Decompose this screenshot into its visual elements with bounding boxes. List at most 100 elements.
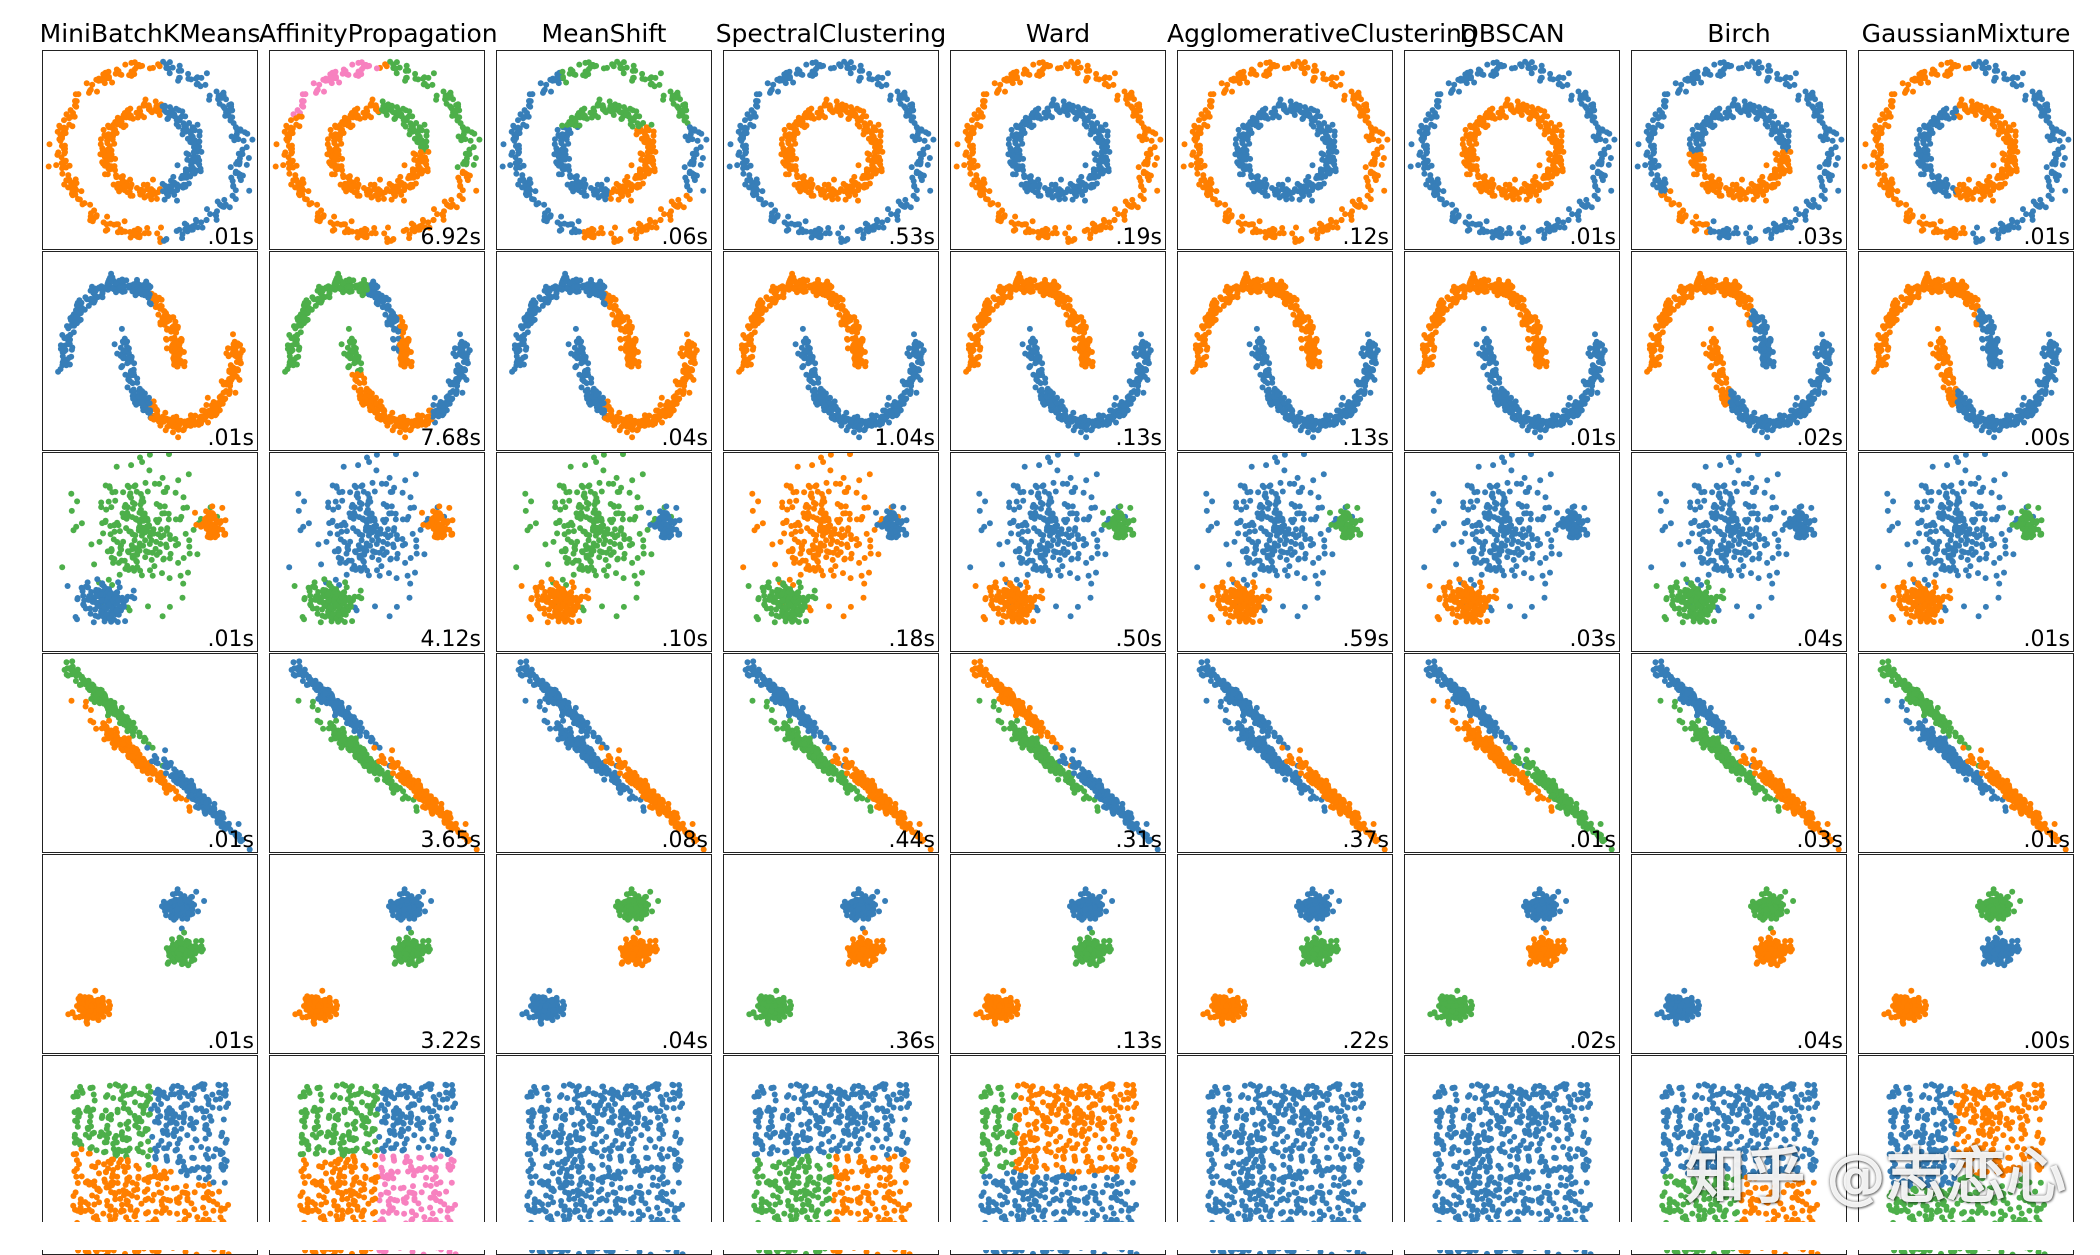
scatter-point [1551,226,1558,233]
scatter-point [794,174,801,181]
scatter-point [1545,222,1552,228]
scatter-point [835,108,842,115]
scatter-point [1803,208,1809,215]
scatter-point [155,61,162,68]
scatter-point [924,161,931,168]
scatter-point [561,164,568,171]
scatter-point [232,168,239,175]
scatter-point [320,213,327,220]
scatter-point [875,80,882,87]
scatter-point [1180,163,1187,170]
scatter-point [173,228,180,234]
scatter-point [585,59,592,66]
scatter-point [1553,157,1560,163]
scatter-point [684,183,691,190]
scatter-point [888,211,895,218]
scatter-point [1249,121,1256,128]
scatter-point [1218,80,1225,87]
scatter-point [1541,231,1548,238]
scatter-point [1418,122,1425,129]
scatter-point [1469,220,1476,227]
scatter-point [619,115,625,122]
scatter-point [914,131,921,138]
scatter-point [790,79,797,86]
scatter-point [181,123,188,130]
scatter-point [1210,91,1217,98]
scatter-point [746,172,753,179]
scatter-point [1755,59,1762,66]
scatter-point [1314,113,1321,120]
scatter-point [1233,136,1239,143]
scatter-point [527,180,534,187]
panel-circles-spectralclustering: .53s [723,50,939,250]
scatter-point [1416,128,1423,135]
scatter-point [425,148,432,155]
scatter-point [203,70,210,77]
scatter-point [1424,130,1431,137]
scatter-point [1516,108,1523,115]
scatter-point [129,192,136,199]
scatter-point [121,218,128,225]
scatter-point [815,225,822,232]
scatter-point [412,75,419,82]
scatter-point [885,206,891,213]
scatter-point [459,124,466,131]
scatter-point [89,218,96,225]
scatter-point [216,92,222,99]
scatter-point [1424,157,1431,164]
scatter-point [754,180,761,187]
runtime-label: .01s [208,225,254,249]
scatter-point [807,112,814,119]
scatter-point [421,121,428,128]
scatter-point [1754,115,1760,122]
scatter-point [361,114,368,121]
scatter-point [1504,96,1511,103]
scatter-point [981,98,988,105]
scatter-point [793,167,799,174]
scatter-plot [272,58,483,245]
scatter-point [1802,216,1809,223]
scatter-point [388,237,394,244]
scatter-point [519,172,526,179]
scatter-point [1523,102,1530,109]
scatter-point [1676,201,1683,208]
scatter-point [1034,112,1041,119]
scatter-point [1098,149,1105,156]
scatter-point [1237,227,1244,234]
scatter-point [1731,96,1738,103]
scatter-point [667,216,674,223]
scatter-point [1083,67,1090,74]
scatter-point [880,224,887,231]
scatter-point [226,112,232,119]
scatter-point [1437,91,1444,98]
scatter-point [1433,113,1440,120]
column-title-ward: Ward [940,14,1176,54]
scatter-point [423,128,430,135]
scatter-point [1296,237,1302,244]
scatter-point [1379,130,1386,137]
scatter-point [341,114,348,121]
scatter-point [911,183,918,190]
scatter-point [1686,141,1693,148]
scatter-point [822,230,829,237]
scatter-point [105,68,112,75]
scatter-point [743,125,750,132]
scatter-point [1062,108,1069,115]
scatter-point [685,137,692,144]
scatter-point [199,224,206,231]
scatter-point [1431,192,1438,199]
panel-circles-agglomerativeclustering: .12s [1177,50,1393,250]
scatter-point [897,100,904,107]
scatter-point [1971,61,1978,68]
scatter-point [1337,81,1344,88]
scatter-point [416,170,423,177]
scatter-point [189,170,196,177]
scatter-point [997,81,1004,88]
scatter-point [1145,171,1152,178]
scatter-point [133,109,140,116]
scatter-point [1787,74,1794,81]
scatter-point [1052,225,1059,231]
scatter-point [166,70,173,77]
scatter-point [1201,121,1208,128]
scatter-point [1333,74,1340,81]
